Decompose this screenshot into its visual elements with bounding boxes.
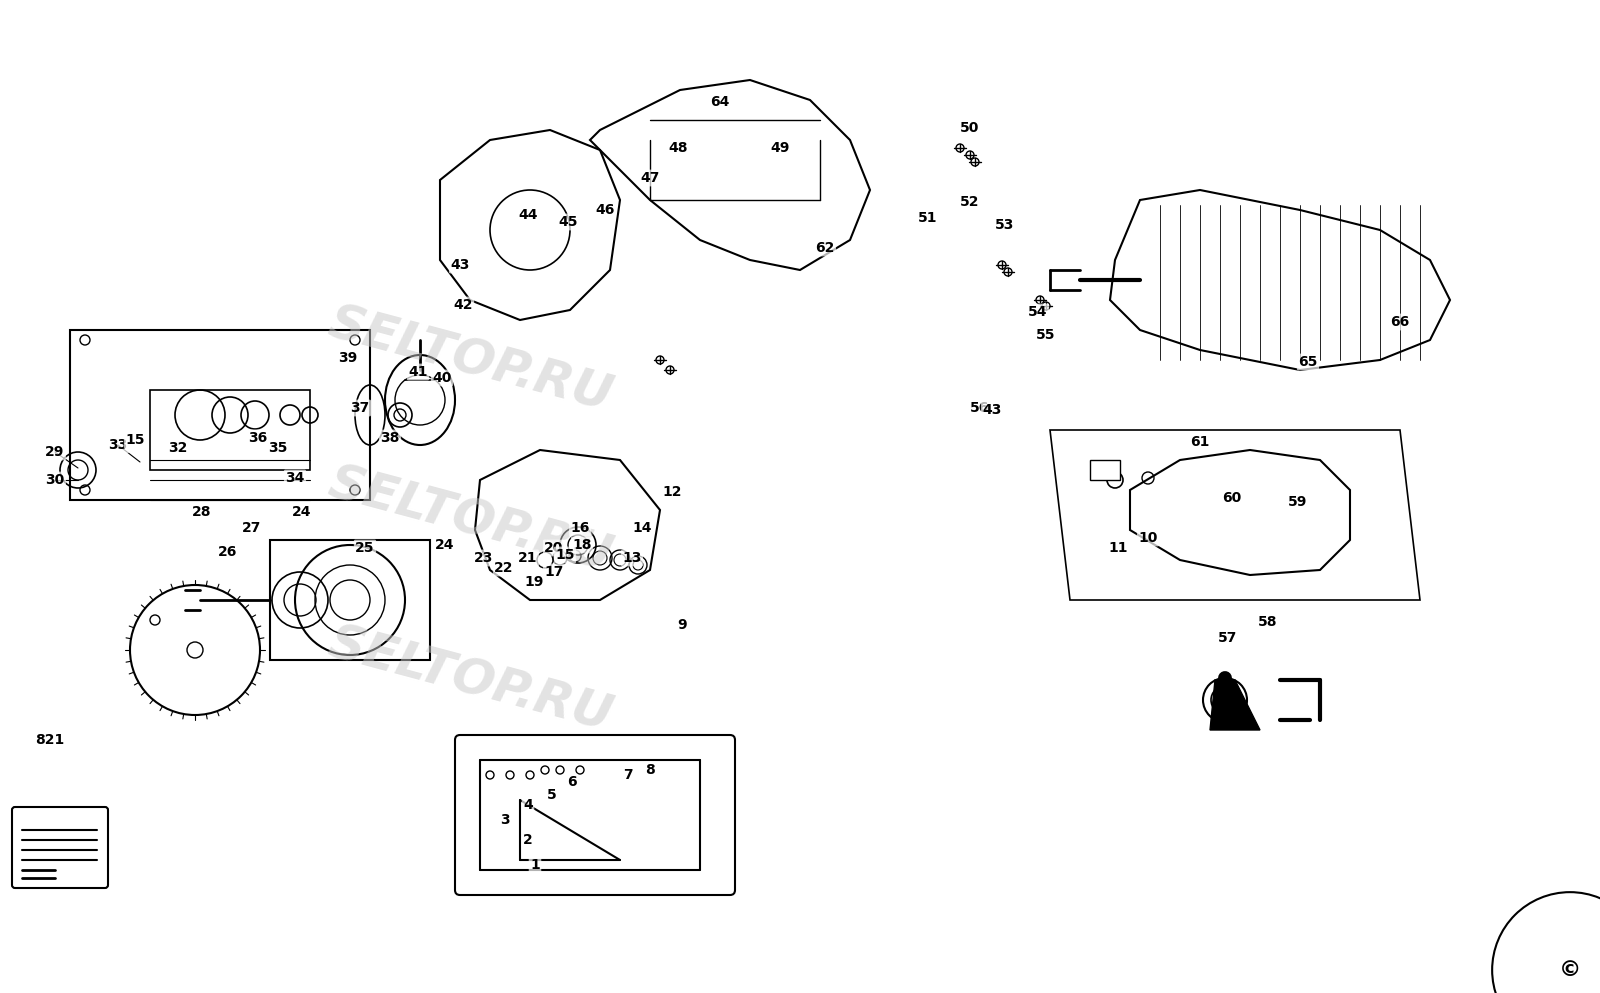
Circle shape	[526, 771, 534, 779]
Text: 17: 17	[544, 565, 563, 579]
Text: 44: 44	[518, 208, 538, 222]
Text: 10: 10	[1138, 531, 1158, 545]
Text: 37: 37	[350, 401, 370, 415]
Text: 8: 8	[645, 763, 654, 777]
Text: 26: 26	[218, 545, 238, 559]
Text: ©: ©	[1558, 960, 1581, 980]
Circle shape	[557, 766, 563, 774]
Text: 41: 41	[408, 365, 427, 379]
Text: 52: 52	[960, 195, 979, 209]
FancyBboxPatch shape	[454, 735, 734, 895]
Bar	[1090, 460, 1120, 480]
Text: 5: 5	[547, 788, 557, 802]
Text: 11: 11	[1109, 541, 1128, 555]
Text: 33: 33	[109, 438, 128, 452]
Text: 58: 58	[1258, 615, 1278, 629]
Text: 46: 46	[595, 203, 614, 217]
Text: SELTOP.RU: SELTOP.RU	[323, 619, 618, 741]
Text: 45: 45	[558, 215, 578, 229]
Text: 21: 21	[518, 551, 538, 565]
Text: 4: 4	[523, 798, 533, 812]
Text: 62: 62	[816, 241, 835, 255]
Text: 13: 13	[622, 551, 642, 565]
FancyBboxPatch shape	[13, 807, 109, 888]
Text: 14: 14	[632, 521, 651, 535]
Text: 23: 23	[474, 551, 494, 565]
Circle shape	[656, 356, 664, 364]
Text: SELTOP.RU: SELTOP.RU	[323, 459, 618, 581]
Text: 38: 38	[381, 431, 400, 445]
Circle shape	[150, 615, 160, 625]
Text: 47: 47	[640, 171, 659, 185]
Circle shape	[486, 771, 494, 779]
Text: 35: 35	[269, 441, 288, 455]
Text: 24: 24	[435, 538, 454, 552]
Circle shape	[80, 485, 90, 495]
Circle shape	[971, 158, 979, 166]
Text: 20: 20	[544, 541, 563, 555]
Text: 18: 18	[573, 538, 592, 552]
Text: 65: 65	[1298, 355, 1318, 369]
Text: 12: 12	[662, 485, 682, 499]
Circle shape	[394, 409, 406, 421]
Circle shape	[957, 144, 963, 152]
Circle shape	[576, 766, 584, 774]
Circle shape	[666, 366, 674, 374]
Text: 32: 32	[168, 441, 187, 455]
Circle shape	[387, 403, 413, 427]
Text: 22: 22	[494, 561, 514, 575]
Text: 15: 15	[555, 548, 574, 562]
Text: 16: 16	[570, 521, 590, 535]
Text: 57: 57	[1218, 631, 1238, 645]
Text: 42: 42	[453, 298, 472, 312]
Text: 51: 51	[918, 211, 938, 225]
Circle shape	[1042, 302, 1050, 310]
Circle shape	[1037, 296, 1043, 304]
Text: 43: 43	[982, 403, 1002, 417]
Text: 61: 61	[1190, 435, 1210, 449]
Text: 1: 1	[530, 858, 539, 872]
Text: 36: 36	[248, 431, 267, 445]
Text: 54: 54	[1029, 305, 1048, 319]
Text: 30: 30	[45, 473, 64, 487]
Text: 9: 9	[677, 618, 686, 632]
Text: 3: 3	[501, 813, 510, 827]
Polygon shape	[1210, 680, 1261, 730]
Text: 56: 56	[970, 401, 990, 415]
Text: 59: 59	[1288, 495, 1307, 509]
Text: 28: 28	[192, 505, 211, 519]
Text: 27: 27	[242, 521, 262, 535]
Circle shape	[350, 335, 360, 345]
Text: 24: 24	[293, 505, 312, 519]
Circle shape	[1005, 268, 1013, 276]
Circle shape	[350, 485, 360, 495]
Text: 34: 34	[285, 471, 304, 485]
Text: 40: 40	[432, 371, 451, 385]
Text: 29: 29	[45, 445, 64, 459]
Text: 66: 66	[1390, 315, 1410, 329]
Text: 60: 60	[1222, 491, 1242, 505]
Text: 6: 6	[566, 775, 578, 789]
Circle shape	[541, 766, 549, 774]
Text: 53: 53	[995, 218, 1014, 232]
Text: 15: 15	[125, 433, 144, 447]
Text: 50: 50	[960, 121, 979, 135]
Text: SELTOP.RU: SELTOP.RU	[323, 299, 618, 421]
Text: 2: 2	[523, 833, 533, 847]
Text: 19: 19	[525, 575, 544, 589]
Circle shape	[506, 771, 514, 779]
Circle shape	[998, 261, 1006, 269]
Text: 64: 64	[710, 95, 730, 109]
Text: 7: 7	[622, 768, 634, 782]
Text: 43: 43	[450, 258, 470, 272]
Text: 55: 55	[1037, 328, 1056, 342]
Bar	[150, 390, 310, 470]
Text: 25: 25	[355, 541, 374, 555]
Circle shape	[80, 335, 90, 345]
Text: 49: 49	[770, 141, 790, 155]
Circle shape	[966, 151, 974, 159]
Text: 821: 821	[35, 733, 64, 747]
Text: 39: 39	[338, 351, 358, 365]
Text: 48: 48	[669, 141, 688, 155]
